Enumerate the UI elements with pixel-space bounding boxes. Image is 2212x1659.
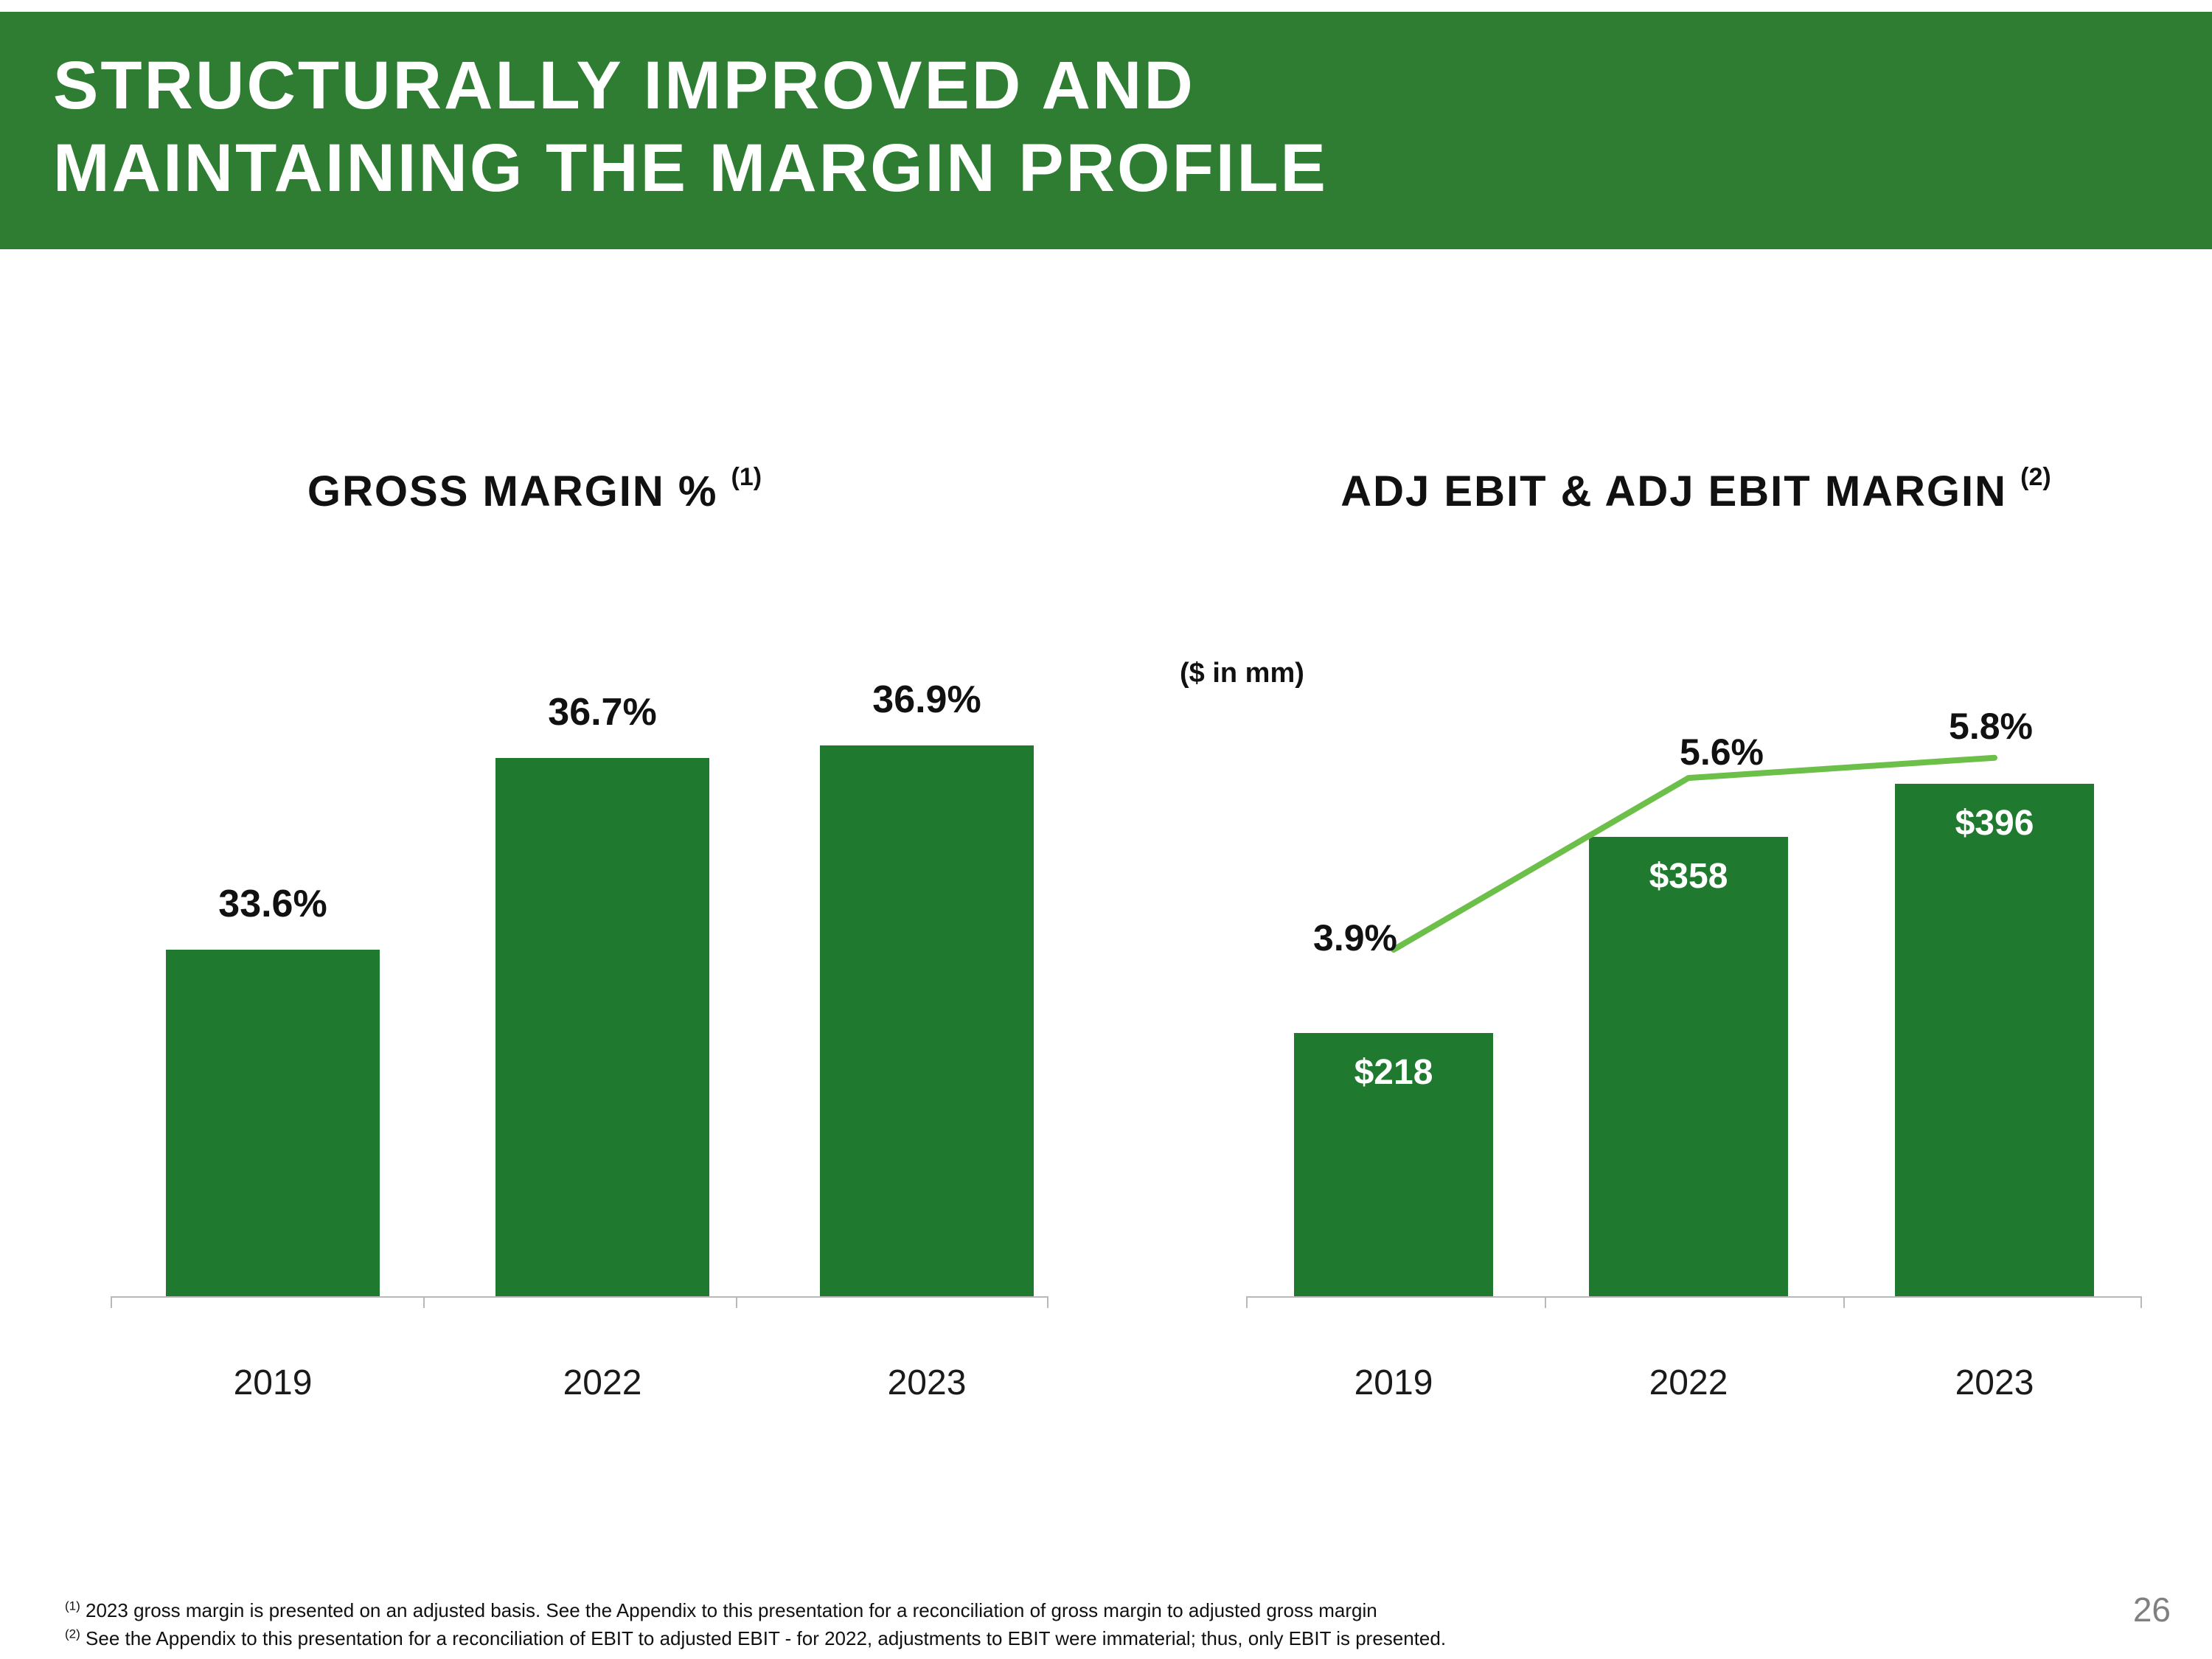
axis-tick: [1544, 1298, 1546, 1308]
axis-tick: [1246, 1298, 1248, 1308]
units-label: ($ in mm): [1180, 658, 1304, 689]
bar-value-label: $358: [1649, 856, 1728, 896]
slide-title: STRUCTURALLY IMPROVED AND MAINTAINING THE…: [0, 12, 2212, 209]
page-number: 26: [2132, 1590, 2171, 1629]
adj-ebit-chart-title: ADJ EBIT & ADJ EBIT MARGIN (2): [1224, 463, 2168, 516]
bar-value-label: $396: [1955, 803, 2034, 843]
bar-value-label: 36.9%: [872, 678, 981, 722]
x-axis-label-2023: 2023: [1955, 1363, 2034, 1402]
bar-value-label: 33.6%: [218, 883, 327, 926]
x-axis-label-2023: 2023: [887, 1363, 967, 1402]
adj-ebit-title-footnote-marker: (2): [2020, 463, 2051, 491]
axis-tick: [735, 1298, 737, 1308]
axis-tick: [2140, 1298, 2142, 1308]
x-axis-label-2022: 2022: [563, 1363, 642, 1402]
bar-value-label: 36.7%: [548, 691, 657, 734]
margin-line-label-2019: 3.9%: [1313, 917, 1397, 959]
axis-tick: [1047, 1298, 1048, 1308]
header-banner: STRUCTURALLY IMPROVED AND MAINTAINING THE…: [0, 12, 2212, 249]
x-axis-label-2019: 2019: [1354, 1363, 1433, 1402]
footnote-text: 2023 gross margin is presented on an adj…: [86, 1599, 1377, 1621]
ebit-margin-line: [1391, 754, 1997, 953]
adj-ebit-bar-2019: $218: [1294, 1032, 1493, 1296]
gross-margin-chart-title: GROSS MARGIN % (1): [111, 463, 959, 516]
footnote-marker: (1): [65, 1599, 80, 1613]
margin-line-label-2022: 5.6%: [1680, 731, 1764, 773]
adj-ebit-x-axis: [1246, 1296, 2142, 1308]
adj-ebit-bar-2022: $358: [1589, 836, 1788, 1296]
gross-margin-x-axis: [111, 1296, 1048, 1308]
gross-margin-bar-2019: 33.6%: [166, 883, 380, 1296]
slide-title-line1: STRUCTURALLY IMPROVED AND: [53, 48, 1195, 123]
axis-tick: [111, 1298, 112, 1308]
adj-ebit-bar-2023: $396: [1895, 783, 2094, 1296]
gross-margin-bar-2023: 36.9%: [820, 678, 1034, 1296]
axis-tick: [422, 1298, 425, 1308]
gross-margin-title-footnote-marker: (1): [731, 463, 762, 491]
gross-margin-bar-2022: 36.7%: [495, 691, 709, 1296]
footnotes: (1) 2023 gross margin is presented on an…: [65, 1597, 1446, 1652]
x-axis-label-2022: 2022: [1649, 1363, 1728, 1402]
x-axis-label-2019: 2019: [233, 1363, 313, 1402]
margin-line-label-2023: 5.8%: [1949, 705, 2033, 747]
footnote-marker: (2): [65, 1627, 80, 1641]
footnote-2: (2) See the Appendix to this presentatio…: [65, 1625, 1446, 1653]
adj-ebit-title-text: ADJ EBIT & ADJ EBIT MARGIN: [1340, 467, 2008, 515]
gross-margin-title-text: GROSS MARGIN %: [307, 467, 718, 515]
footnote-1: (1) 2023 gross margin is presented on an…: [65, 1597, 1446, 1625]
axis-tick: [1843, 1298, 1845, 1308]
slide-title-line2: MAINTAINING THE MARGIN PROFILE: [53, 131, 1328, 206]
footnote-text: See the Appendix to this presentation fo…: [86, 1627, 1447, 1649]
bar-value-label: $218: [1354, 1052, 1433, 1092]
